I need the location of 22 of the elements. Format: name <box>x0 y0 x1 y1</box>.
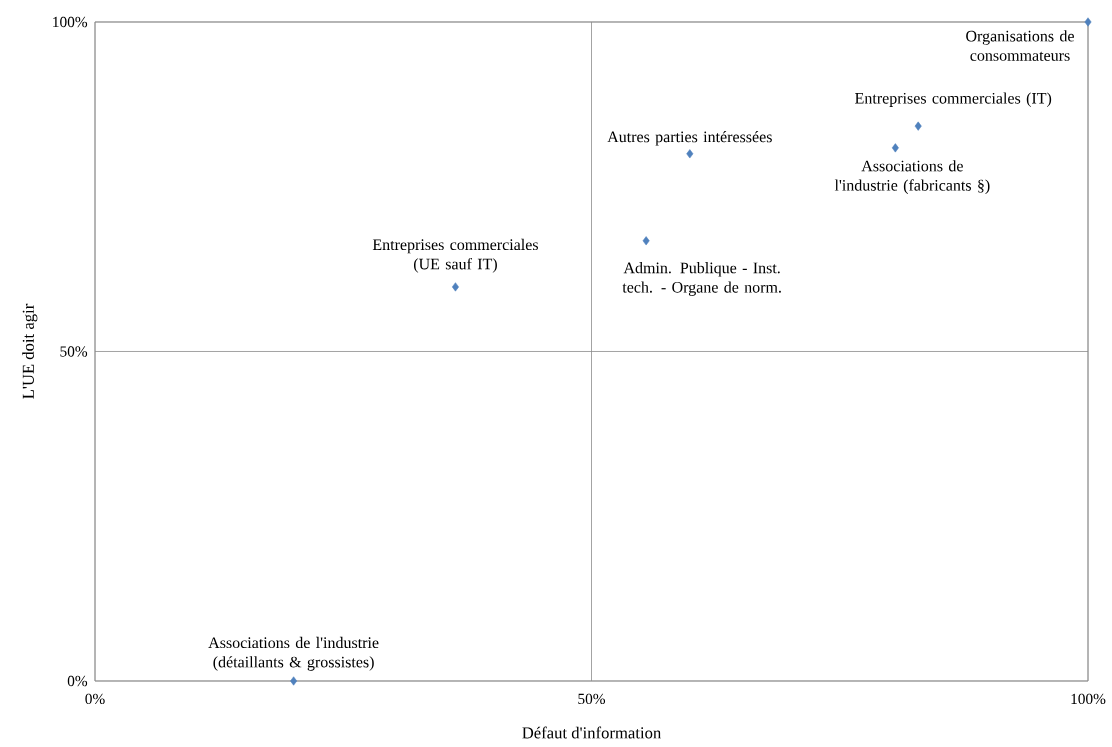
point <box>914 121 922 131</box>
x-tick-label: 0% <box>85 693 105 705</box>
y-tick-label: 0% <box>67 675 88 687</box>
annotation: Admin. Publique - Inst. tech. - Organe de norm. <box>622 262 781 296</box>
point <box>891 143 899 153</box>
point <box>452 282 459 292</box>
annotation: Associations de l'industrie (détaillants & grossistes) <box>208 636 379 671</box>
point <box>1084 17 1092 27</box>
y-axis-title: L'UE doit agir <box>22 303 38 399</box>
annotation: Autres parties intéressées <box>607 131 772 146</box>
point <box>686 149 694 159</box>
x-tick-label: 100% <box>1071 693 1106 705</box>
annotation: Associations de l'industrie (fabricants §) <box>834 160 990 194</box>
point <box>290 676 298 686</box>
annotation: Organisations de consommateurs <box>966 30 1074 61</box>
y-tick-label: 100% <box>53 16 88 28</box>
x-tick-label: 50% <box>578 693 606 705</box>
x-axis-title: Défaut d'information <box>522 726 662 739</box>
annotation: Entreprises commerciales (UE sauf IT) <box>372 238 538 273</box>
annotation: Entreprises commerciales (IT) <box>855 92 1052 107</box>
y-tick-label: 50% <box>60 346 88 357</box>
point <box>642 236 650 246</box>
